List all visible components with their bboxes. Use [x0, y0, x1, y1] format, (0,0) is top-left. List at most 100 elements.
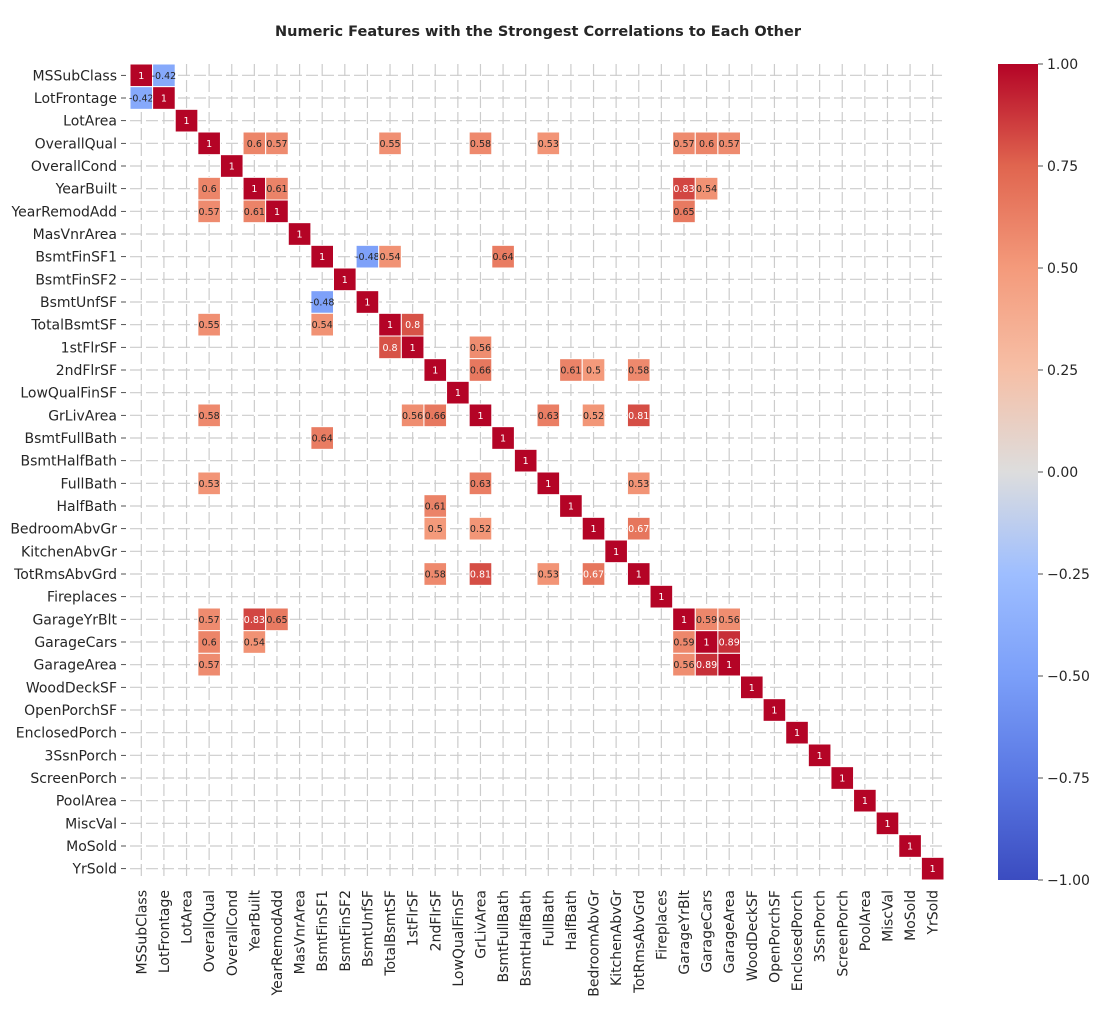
cell-value-label: 1 — [342, 275, 348, 286]
x-tick-label: TotalBsmtSF — [383, 890, 399, 977]
y-tick-label: OverallCond — [31, 159, 117, 175]
y-tick-label: YearRemodAdd — [10, 204, 117, 220]
heatmap-cell — [423, 516, 448, 541]
x-tick-label: MiscVal — [880, 890, 896, 942]
cell-value-label: 0.54 — [696, 184, 717, 195]
heatmap-cell — [468, 403, 493, 428]
x-tick-label: BsmtFinSF2 — [338, 890, 354, 972]
cell-value-label: 1 — [432, 366, 438, 377]
cell-value-label: 1 — [206, 139, 212, 150]
cell-value-label: 0.8 — [382, 343, 397, 354]
cell-value-label: 1 — [794, 728, 800, 739]
heatmap-cell — [626, 562, 651, 586]
heatmap-cell — [536, 562, 561, 586]
cell-value-label: -0.48 — [310, 298, 335, 309]
heatmap-cell — [740, 675, 764, 700]
cell-value-label: 1 — [410, 343, 416, 354]
heatmap-cell — [310, 244, 334, 269]
cell-value-label: 0.57 — [199, 207, 220, 218]
y-tick-label: EnclosedPorch — [16, 726, 117, 742]
heatmap-cell — [581, 358, 606, 382]
y-tick-label: MoSold — [66, 839, 117, 855]
cell-value-label: 0.57 — [199, 660, 220, 671]
cell-value-label: 1 — [726, 660, 732, 671]
y-tick-label: BedroomAbvGr — [10, 522, 117, 538]
cell-value-label: 1 — [477, 411, 483, 422]
cell-value-label: 0.53 — [538, 570, 559, 581]
y-tick-label: GarageYrBlt — [32, 612, 117, 628]
cell-value-label: 0.64 — [312, 434, 333, 445]
heatmap-cell — [197, 131, 221, 156]
colorbar-tick-label: −1.00 — [1047, 873, 1090, 889]
cell-value-label: -0.42 — [152, 71, 177, 82]
x-tick-label: 3SsnPorch — [813, 890, 829, 963]
x-tick-label: FullBath — [541, 890, 557, 947]
cell-value-label: 1 — [387, 320, 393, 331]
cell-value-label: 0.52 — [470, 524, 491, 535]
colorbar-gradient — [998, 64, 1038, 880]
cell-value-label: 1 — [568, 502, 574, 513]
y-tick-label: OpenPorchSF — [24, 703, 117, 719]
cell-value-label: 0.5 — [586, 366, 601, 377]
heatmap-cell — [717, 652, 742, 677]
cell-value-label: 0.89 — [719, 638, 740, 649]
heatmap-cell — [152, 86, 176, 110]
cell-value-label: 0.81 — [628, 411, 649, 422]
y-tick-label: BsmtFullBath — [24, 431, 117, 447]
y-tick-label: TotRmsAbvGrd — [13, 567, 117, 583]
x-tick-label: KitchenAbvGr — [609, 890, 625, 986]
heatmap-cell — [672, 199, 696, 224]
colorbar-tick-label: −0.25 — [1047, 567, 1090, 583]
x-tick-label: BsmtHalfBath — [519, 890, 535, 987]
cell-value-label: 1 — [138, 71, 144, 82]
cell-value-label: 0.6 — [202, 638, 217, 649]
y-tick-label: HalfBath — [57, 499, 117, 515]
colorbar-tick-label: 0.25 — [1047, 363, 1078, 379]
cell-value-label: 0.54 — [244, 638, 265, 649]
x-tick-label: LowQualFinSF — [451, 890, 467, 987]
cell-value-label: 0.57 — [266, 139, 287, 150]
heatmap-cell — [536, 471, 561, 496]
y-tick-label: LotFrontage — [34, 91, 117, 107]
heatmap-cell — [717, 131, 742, 156]
x-tick-label: BsmtFinSF1 — [315, 890, 331, 972]
y-tick-label: 2ndFlrSF — [56, 363, 117, 379]
heatmap-cell — [649, 584, 674, 609]
x-tick-label: HalfBath — [564, 890, 580, 950]
heatmap-cell — [310, 312, 334, 337]
heatmap-cell — [197, 471, 221, 496]
heatmap-cell — [559, 494, 583, 518]
heatmap-cell — [197, 403, 221, 428]
x-tick-label: GarageArea — [722, 890, 738, 973]
x-tick-label: EnclosedPorch — [790, 890, 806, 991]
cell-value-label: 0.58 — [628, 366, 649, 377]
heatmap-cell — [604, 539, 628, 564]
x-tick-label: 1stFlrSF — [406, 890, 422, 946]
cell-value-label: 0.57 — [719, 139, 740, 150]
cell-value-label: 0.55 — [379, 139, 400, 150]
x-tick-label: TotRmsAbvGrd — [632, 890, 648, 994]
heatmap-cell — [581, 562, 606, 586]
x-tick-label: BsmtUnfSF — [360, 890, 376, 967]
cell-value-label: 1 — [184, 116, 190, 127]
x-tick-label: YearRemodAdd — [270, 890, 286, 997]
heatmap-cell — [378, 131, 402, 156]
cell-value-label: 0.5 — [428, 524, 443, 535]
x-tick-label: ScreenPorch — [835, 890, 851, 977]
heatmap-cell — [468, 516, 493, 541]
colorbar-tick-label: −0.75 — [1047, 771, 1090, 787]
y-tick-label: MSSubClass — [33, 68, 117, 84]
cell-value-label: 0.56 — [719, 615, 740, 626]
cell-value-label: 0.56 — [470, 343, 491, 354]
cell-value-label: 0.53 — [538, 139, 559, 150]
y-tick-label: 3SsnPorch — [45, 748, 118, 764]
cell-value-label: 1 — [274, 207, 280, 218]
cell-value-label: 1 — [613, 547, 619, 558]
cell-value-label: 0.61 — [425, 502, 446, 513]
x-tick-label: GarageCars — [700, 890, 716, 973]
cell-value-label: 0.67 — [583, 570, 604, 581]
cell-value-label: 0.58 — [425, 570, 446, 581]
y-tick-label: LotArea — [63, 114, 117, 130]
cell-value-label: 0.61 — [560, 366, 581, 377]
cell-value-label: 1 — [884, 819, 890, 830]
